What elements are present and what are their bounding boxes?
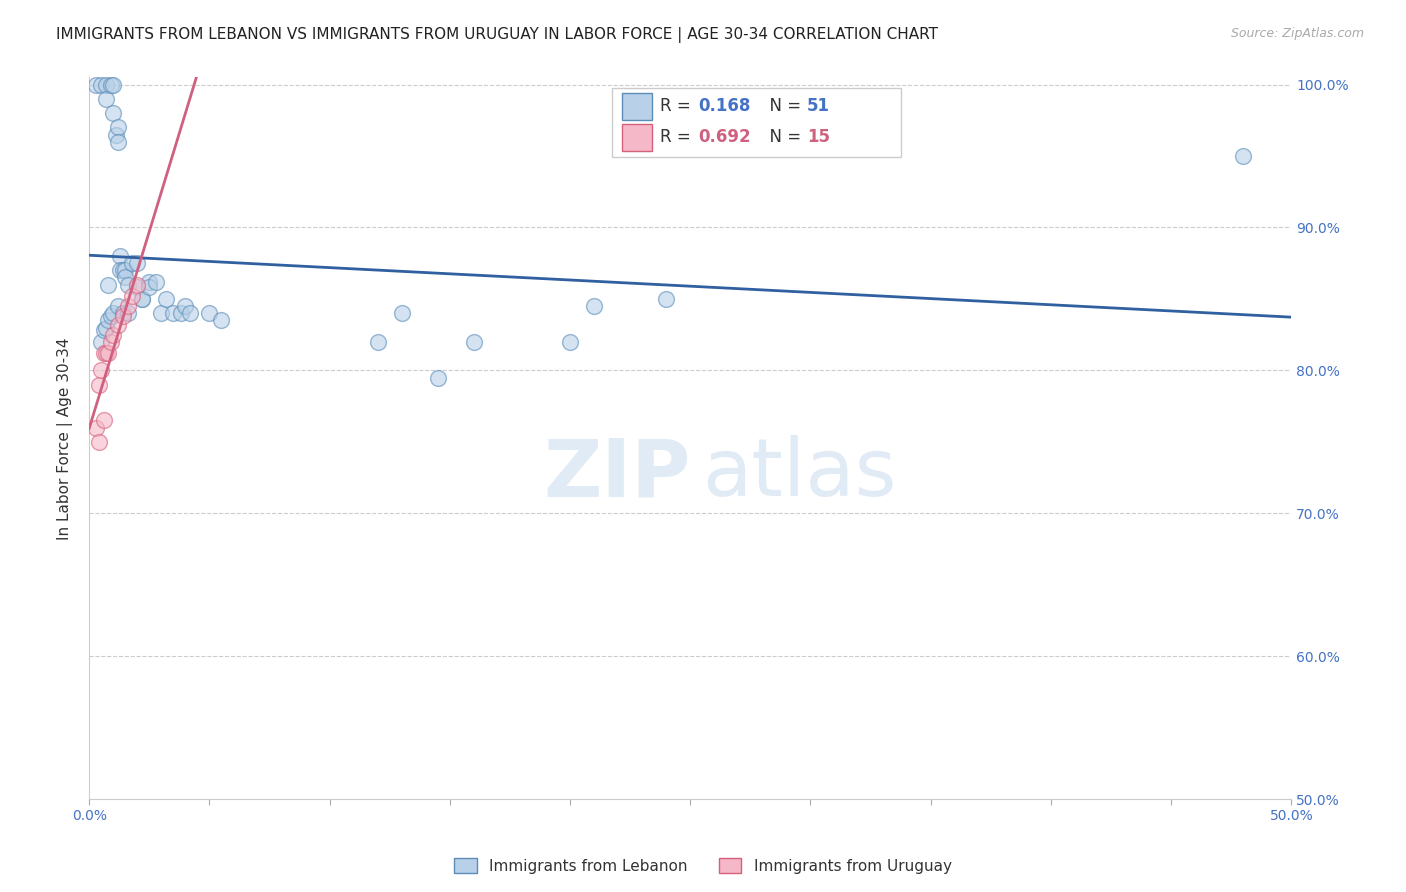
Point: [117, 299, 139, 313]
Point: [93, 413, 115, 427]
Point: [100, 309, 122, 323]
Point: [111, 263, 134, 277]
Point: [86, 420, 108, 434]
Point: [107, 135, 129, 149]
Point: [107, 120, 129, 135]
Text: Source: ZipAtlas.com: Source: ZipAtlas.com: [1230, 27, 1364, 40]
Point: [131, 292, 153, 306]
Point: [426, 370, 449, 384]
Point: [97, 277, 120, 292]
Point: [111, 309, 134, 323]
Point: [94, 92, 117, 106]
Text: 51: 51: [807, 97, 830, 115]
Point: [107, 318, 129, 332]
Point: [209, 313, 232, 327]
Text: R =: R =: [661, 97, 696, 115]
Point: [169, 306, 191, 320]
Point: [87, 377, 110, 392]
Point: [463, 334, 485, 349]
FancyBboxPatch shape: [612, 88, 901, 157]
Text: N =: N =: [759, 128, 806, 146]
Text: 0.692: 0.692: [699, 128, 751, 146]
Point: [107, 299, 129, 313]
Point: [97, 313, 120, 327]
Y-axis label: In Labor Force | Age 30-34: In Labor Force | Age 30-34: [58, 337, 73, 540]
Point: [145, 275, 167, 289]
Point: [103, 78, 125, 92]
Text: IMMIGRANTS FROM LEBANON VS IMMIGRANTS FROM URUGUAY IN LABOR FORCE | AGE 30-34 CO: IMMIGRANTS FROM LEBANON VS IMMIGRANTS FR…: [56, 27, 938, 43]
Point: [583, 299, 606, 313]
Point: [103, 106, 125, 120]
Point: [138, 275, 160, 289]
Point: [391, 306, 413, 320]
Text: 15: 15: [807, 128, 830, 146]
Point: [86, 78, 108, 92]
Point: [103, 327, 125, 342]
Point: [93, 346, 115, 360]
Point: [111, 306, 134, 320]
Point: [94, 78, 117, 92]
FancyBboxPatch shape: [621, 93, 652, 120]
Point: [198, 306, 221, 320]
Point: [155, 292, 177, 306]
Legend: Immigrants from Lebanon, Immigrants from Uruguay: Immigrants from Lebanon, Immigrants from…: [449, 852, 957, 880]
Point: [103, 306, 125, 320]
Text: atlas: atlas: [702, 435, 897, 513]
Point: [93, 323, 115, 337]
Point: [121, 256, 143, 270]
Point: [127, 277, 149, 292]
Point: [367, 334, 389, 349]
Point: [127, 256, 149, 270]
Point: [138, 280, 160, 294]
Point: [114, 270, 136, 285]
Point: [117, 277, 139, 292]
Point: [558, 334, 581, 349]
Point: [179, 306, 201, 320]
Point: [110, 249, 132, 263]
Point: [90, 78, 112, 92]
Point: [100, 334, 122, 349]
Text: 0.168: 0.168: [699, 97, 751, 115]
Point: [131, 292, 153, 306]
Point: [117, 306, 139, 320]
Point: [97, 346, 120, 360]
Point: [110, 263, 132, 277]
Text: R =: R =: [661, 128, 696, 146]
Point: [94, 320, 117, 334]
Point: [104, 128, 127, 142]
Point: [90, 334, 112, 349]
Point: [150, 306, 173, 320]
Point: [121, 289, 143, 303]
Point: [655, 292, 678, 306]
Point: [1232, 149, 1254, 163]
Point: [127, 280, 149, 294]
Point: [94, 346, 117, 360]
Point: [162, 306, 184, 320]
FancyBboxPatch shape: [621, 124, 652, 151]
Text: ZIP: ZIP: [543, 435, 690, 513]
Point: [90, 363, 112, 377]
Point: [174, 299, 197, 313]
Point: [114, 263, 136, 277]
Text: N =: N =: [759, 97, 806, 115]
Point: [100, 78, 122, 92]
Point: [87, 434, 110, 449]
